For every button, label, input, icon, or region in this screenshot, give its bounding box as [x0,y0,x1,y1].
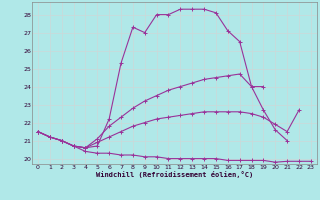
X-axis label: Windchill (Refroidissement éolien,°C): Windchill (Refroidissement éolien,°C) [96,171,253,178]
